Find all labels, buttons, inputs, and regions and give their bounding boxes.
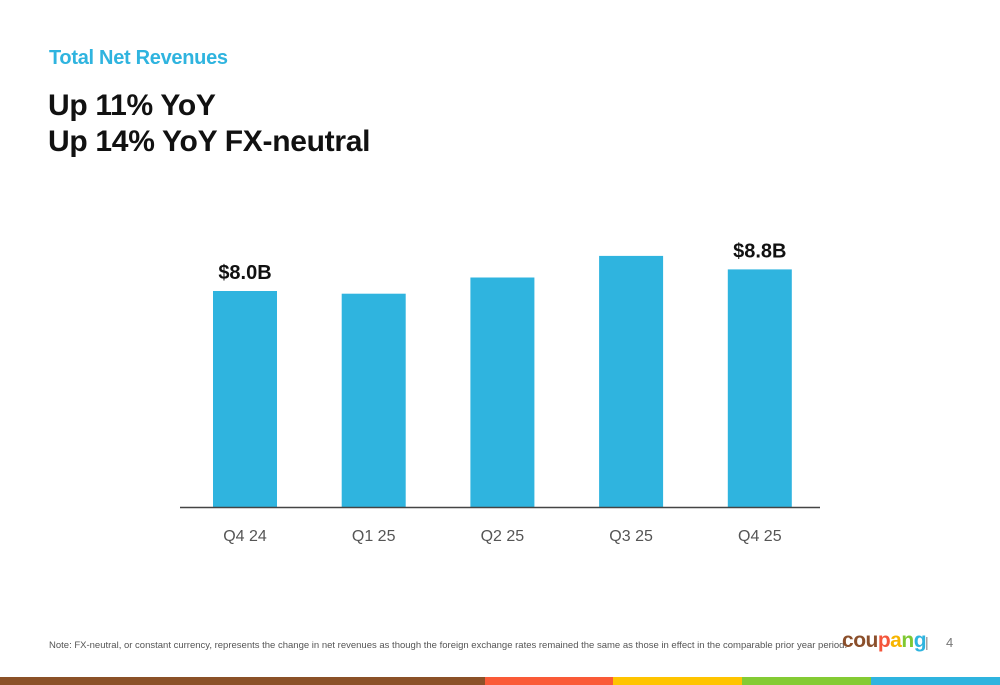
headline-line-2: Up 14% YoY FX-neutral [48, 125, 371, 158]
logo-letter: u [865, 629, 879, 652]
page-number: 4 [946, 635, 954, 650]
bar-q1-25 [341, 293, 406, 507]
logo-letter: g [913, 629, 927, 652]
stripe-segment [0, 677, 485, 685]
headline-line-1: Up 11% YoY [48, 89, 216, 122]
bar-q3-25 [599, 255, 664, 507]
footnote: Note: FX-neutral, or constant currency, … [49, 640, 848, 651]
slide-headline: Up 11% YoY Up 14% YoY FX-neutral [48, 88, 370, 160]
logo-letter: a [890, 629, 902, 652]
x-tick-label: Q3 25 [609, 528, 653, 545]
bar-q2-25 [470, 277, 535, 507]
data-label: $8.8B [733, 240, 786, 262]
x-tick-label: Q4 24 [223, 528, 267, 545]
stripe-segment [871, 677, 1000, 685]
footer-separator: | [925, 634, 929, 650]
stripe-segment [485, 677, 613, 685]
slide-kicker: Total Net Revenues [49, 47, 228, 69]
logo-letter: n [901, 629, 914, 652]
bar-q4-25 [727, 269, 792, 507]
x-tick-label: Q2 25 [481, 528, 525, 545]
x-tick-label: Q1 25 [352, 528, 396, 545]
stripe-segment [613, 677, 742, 685]
x-tick-label: Q4 25 [738, 528, 782, 545]
logo-letter: o [853, 629, 866, 652]
bar-q4-24 [213, 291, 277, 507]
data-label: $8.0B [218, 262, 271, 284]
coupang-logo: coupang [842, 629, 927, 653]
logo-letter: p [877, 629, 891, 652]
stripe-segment [742, 677, 871, 685]
revenue-bar-chart: Q4 24 $8.0B Q1 25 Q2 25 Q3 25 Q4 25 $8.8B [180, 240, 820, 545]
logo-letter: c [842, 629, 854, 652]
